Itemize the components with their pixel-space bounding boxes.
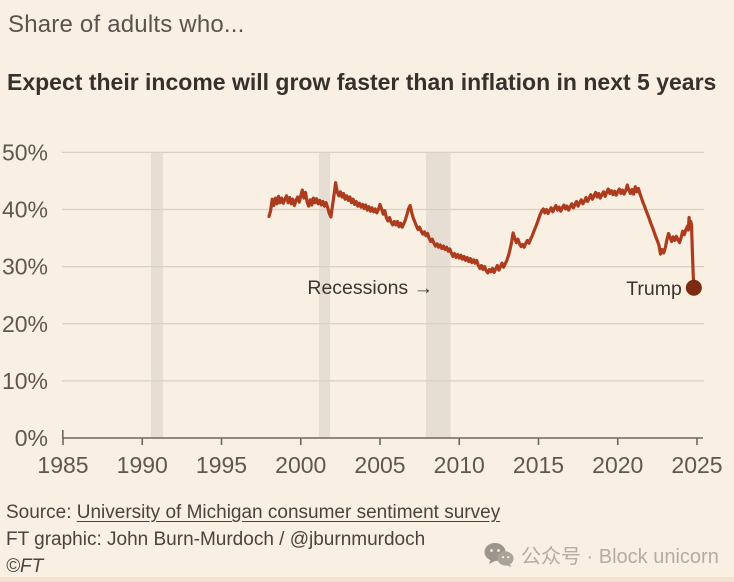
y-axis-label: 10%	[2, 368, 48, 394]
watermark: 公众号 · Block unicorn	[484, 540, 719, 569]
recession-band	[318, 152, 331, 438]
wechat-icon	[484, 542, 514, 567]
x-axis-label: 2000	[275, 452, 326, 478]
source-line: Source: University of Michigan consumer …	[6, 499, 500, 526]
x-axis-label: 2020	[592, 452, 643, 478]
annotation-label: Recessions →	[307, 277, 433, 299]
source-link[interactable]: University of Michigan consumer sentimen…	[76, 502, 501, 523]
x-axis-label: 2005	[354, 452, 405, 478]
credit-line: FT graphic: John Burn-Murdoch / @jburnmu…	[6, 529, 426, 550]
x-axis-label: 2010	[434, 452, 485, 478]
recession-band	[150, 152, 163, 438]
x-axis-label: 1985	[37, 452, 88, 478]
annotation-label: Trump	[626, 278, 682, 300]
bottom-strip	[0, 577, 734, 582]
sentiment-line	[267, 181, 696, 290]
x-axis-label: 1995	[196, 452, 247, 478]
recession-band	[425, 152, 451, 438]
y-axis-label: 0%	[15, 425, 48, 451]
chart-footer: Source: University of Michigan consumer …	[6, 499, 500, 580]
x-axis-label: 1990	[117, 452, 168, 478]
source-label: Source:	[6, 502, 77, 523]
chart-kicker: Share of adults who...	[8, 11, 245, 38]
y-axis-label: 50%	[2, 139, 48, 165]
y-axis-label: 40%	[2, 197, 48, 223]
watermark-text: 公众号 · Block unicorn	[521, 546, 719, 568]
copyright: ©FT	[6, 556, 44, 577]
chart-title: Expect their income will grow faster tha…	[7, 69, 717, 95]
x-axis-label: 2015	[513, 452, 564, 478]
trump-dot	[685, 279, 702, 296]
y-axis-label: 30%	[2, 254, 48, 280]
y-axis-label: 20%	[2, 311, 48, 337]
x-axis-label: 2025	[671, 452, 722, 478]
